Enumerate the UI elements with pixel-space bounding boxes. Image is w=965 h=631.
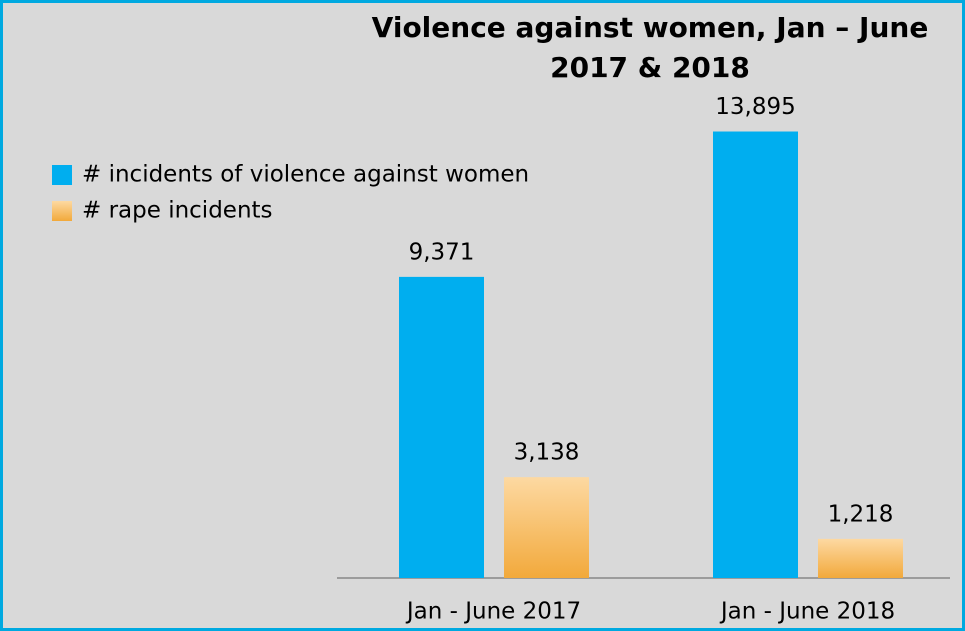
- bar: [399, 276, 484, 578]
- legend-label: # incidents of violence against women: [82, 162, 529, 188]
- bar: [713, 131, 798, 579]
- bar: [818, 538, 903, 578]
- chart-title: Violence against women, Jan – June 2017 …: [371, 11, 929, 84]
- x-tick-label: Jan - June 2018: [719, 599, 895, 625]
- legend-label: # rape incidents: [82, 198, 273, 224]
- value-label: 3,138: [514, 440, 580, 466]
- value-label: 9,371: [409, 239, 475, 265]
- x-tick-label: Jan - June 2017: [405, 599, 581, 625]
- value-label: 1,218: [828, 501, 894, 527]
- legend-swatch: [52, 165, 72, 185]
- bar: [504, 477, 589, 578]
- legend-swatch: [52, 201, 72, 221]
- value-label: 13,895: [715, 94, 795, 120]
